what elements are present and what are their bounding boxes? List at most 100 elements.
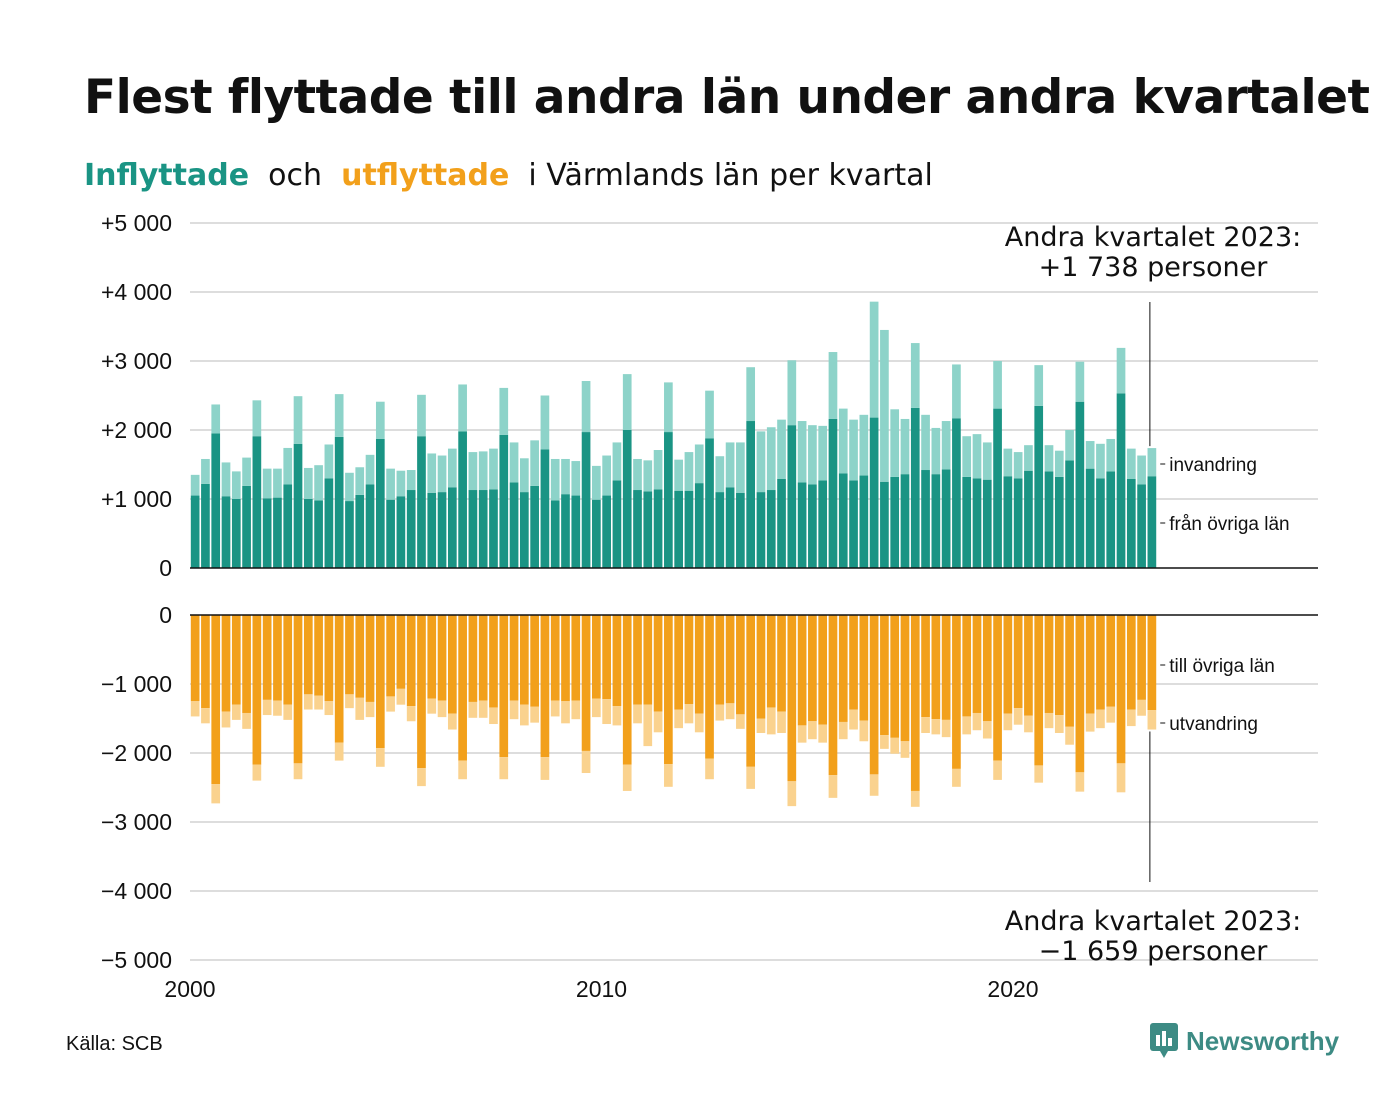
bar-utvandring xyxy=(334,742,344,761)
bar-till-ovriga-lan xyxy=(694,615,704,714)
bar-till-ovriga-lan xyxy=(303,615,313,695)
bar-fran-ovriga-lan xyxy=(941,469,951,568)
bar-utvandring xyxy=(283,704,293,720)
bar-fran-ovriga-lan xyxy=(633,490,642,568)
bar-utvandring xyxy=(869,774,879,796)
y-tick-label-bottom: −4 000 xyxy=(101,878,172,904)
bar-invandring xyxy=(211,404,221,434)
annotation-bottom-line1: Andra kvartalet 2023: xyxy=(1005,906,1301,937)
bar-utvandring xyxy=(355,697,365,720)
bar-fran-ovriga-lan xyxy=(859,475,869,568)
bar-invandring xyxy=(931,427,941,475)
subtitle-och: och xyxy=(268,158,323,193)
bar-utvandring xyxy=(1137,699,1146,716)
annotation-top-line2: +1 738 personer xyxy=(1039,252,1269,283)
bar-till-ovriga-lan xyxy=(818,615,828,725)
bar-invandring xyxy=(972,434,982,479)
bar-fran-ovriga-lan xyxy=(1013,478,1023,568)
bar-fran-ovriga-lan xyxy=(715,492,725,568)
bar-till-ovriga-lan xyxy=(345,615,354,695)
bar-utvandring xyxy=(777,711,786,733)
bar-utvandring xyxy=(1003,713,1013,731)
bar-fran-ovriga-lan xyxy=(622,430,632,568)
bar-fran-ovriga-lan xyxy=(190,495,200,568)
bar-utvandring xyxy=(273,700,282,716)
y-tick-label-bottom: −2 000 xyxy=(101,740,172,766)
bar-till-ovriga-lan xyxy=(262,615,272,700)
bar-utvandring xyxy=(1116,763,1126,793)
bar-fran-ovriga-lan xyxy=(725,487,735,568)
bar-fran-ovriga-lan xyxy=(674,490,683,568)
bar-fran-ovriga-lan xyxy=(1137,484,1146,568)
bar-till-ovriga-lan xyxy=(808,615,817,722)
subtitle-rest: i Värmlands län per kvartal xyxy=(528,158,933,193)
bar-till-ovriga-lan xyxy=(993,615,1002,761)
bar-utvandring xyxy=(406,706,416,722)
bar-utvandring xyxy=(489,707,498,725)
bar-till-ovriga-lan xyxy=(777,615,786,712)
bar-till-ovriga-lan xyxy=(797,615,807,726)
bar-fran-ovriga-lan xyxy=(797,482,807,568)
bar-till-ovriga-lan xyxy=(1054,615,1064,716)
annotation-bottom-line2: −1 659 personer xyxy=(1039,936,1269,967)
bar-fran-ovriga-lan xyxy=(705,438,714,568)
bar-utvandring xyxy=(653,711,663,733)
bar-utvandring xyxy=(612,706,622,726)
bar-fran-ovriga-lan xyxy=(468,490,478,568)
bar-invandring xyxy=(725,442,735,488)
bar-fran-ovriga-lan xyxy=(303,499,313,568)
bar-invandring xyxy=(365,454,375,485)
bar-fran-ovriga-lan xyxy=(437,492,447,568)
bar-till-ovriga-lan xyxy=(478,615,488,701)
y-tick-label-bottom: −3 000 xyxy=(101,809,172,835)
bar-fran-ovriga-lan xyxy=(1116,393,1126,568)
bar-invandring xyxy=(201,458,210,484)
bar-invandring xyxy=(962,436,972,477)
bar-fran-ovriga-lan xyxy=(1096,478,1105,568)
bar-invandring xyxy=(1085,441,1095,469)
bar-utvandring xyxy=(746,766,756,789)
bar-invandring xyxy=(427,453,437,493)
bar-invandring xyxy=(890,409,900,477)
bar-fran-ovriga-lan xyxy=(571,495,581,568)
bar-till-ovriga-lan xyxy=(447,615,457,714)
bar-utvandring xyxy=(478,700,488,718)
bar-invandring xyxy=(540,395,550,450)
bar-fran-ovriga-lan xyxy=(489,489,498,568)
bar-invandring xyxy=(1003,448,1013,477)
bar-invandring xyxy=(818,425,828,481)
bar-till-ovriga-lan xyxy=(437,615,447,701)
bar-utvandring xyxy=(931,719,941,735)
bar-fran-ovriga-lan xyxy=(417,436,426,568)
bar-invandring xyxy=(900,418,910,475)
bar-till-ovriga-lan xyxy=(1096,615,1105,710)
bar-utvandring xyxy=(447,713,457,730)
bar-till-ovriga-lan xyxy=(540,615,550,758)
bar-invandring xyxy=(262,468,272,499)
bar-fran-ovriga-lan xyxy=(458,431,467,568)
bar-invandring xyxy=(982,442,992,480)
chart-subtitle: Inflyttade och utflyttade i Värmlands lä… xyxy=(84,158,933,193)
bar-fran-ovriga-lan xyxy=(365,484,375,568)
bar-utvandring xyxy=(303,694,313,710)
bar-fran-ovriga-lan xyxy=(427,492,437,568)
bar-till-ovriga-lan xyxy=(314,615,323,696)
bar-invandring xyxy=(334,394,344,437)
bar-till-ovriga-lan xyxy=(324,615,334,702)
bar-till-ovriga-lan xyxy=(900,615,910,742)
bar-invandring xyxy=(1054,450,1064,477)
bar-utvandring xyxy=(252,764,262,781)
bar-invandring xyxy=(736,442,745,493)
bar-fran-ovriga-lan xyxy=(643,491,653,568)
y-tick-label-bottom: 0 xyxy=(159,602,172,628)
bar-invandring xyxy=(592,465,601,500)
bar-till-ovriga-lan xyxy=(1013,615,1023,709)
bar-fran-ovriga-lan xyxy=(694,483,704,568)
bar-till-ovriga-lan xyxy=(1065,615,1074,727)
bar-utvandring xyxy=(396,688,406,705)
bar-fran-ovriga-lan xyxy=(962,476,972,568)
bar-invandring xyxy=(530,440,539,486)
bar-till-ovriga-lan xyxy=(921,615,930,718)
bar-invandring xyxy=(242,457,251,486)
bar-till-ovriga-lan xyxy=(592,615,601,699)
